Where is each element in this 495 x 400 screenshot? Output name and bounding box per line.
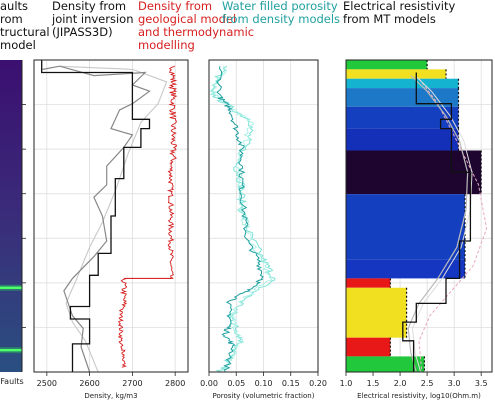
resistivity-title: Electrical resistivity from MT models (343, 0, 456, 26)
porosity-panel: 0.00 0.05 0.10 0.15 0.20 Porosity (volumetric… (200, 59, 327, 400)
density-xtick-label-2: 2700 (122, 379, 142, 388)
density-xtick-label-0: 2500 (37, 379, 57, 388)
resistivity-xtick-label-1: 1.5 (367, 379, 380, 388)
porosity-xtick-label-1: 0.05 (227, 379, 245, 388)
density-geological-model-line (117, 65, 178, 368)
density-xlabel: Density, kg/m3 (84, 392, 137, 400)
resistivity-layer-0 (346, 60, 428, 70)
resistivity-layer-2 (346, 78, 459, 89)
porosity-variant-line-2 (211, 66, 273, 373)
resistivity-layer-7 (346, 194, 465, 260)
faults-xlabel: Faults (0, 377, 23, 386)
density-joint-variant-2-line (59, 65, 168, 373)
porosity-xtick-label-0: 0.00 (200, 379, 218, 388)
resistivity-profile-dashed (418, 78, 488, 373)
faults-panel: Faults (0, 60, 26, 386)
resistivity-xtick-label-2: 2.0 (394, 379, 407, 388)
density-frame (33, 59, 189, 373)
density-xtick-label-3: 2800 (165, 379, 185, 388)
resistivity-layer-11 (346, 337, 391, 357)
resistivity-layer-8 (346, 259, 465, 279)
density-joint-title: Density from joint inversion (JIPASS3D) (52, 0, 134, 39)
resistivity-layer-3 (346, 88, 459, 107)
density-joint-inversion-line (41, 60, 151, 372)
resistivity-layer-5 (346, 128, 459, 151)
fault-band-0 (0, 286, 22, 289)
resistivity-layer-4 (346, 106, 459, 129)
resistivity-xtick-label-4: 3.0 (448, 379, 461, 388)
porosity-xtick-label-3: 0.15 (282, 379, 300, 388)
resistivity-layer-1 (346, 69, 447, 79)
porosity-xtick-label-4: 0.20 (309, 379, 327, 388)
resistivity-xtick-label-0: 1.0 (340, 379, 353, 388)
resistivity-layer-9 (346, 278, 391, 288)
density-xtick-label-1: 2600 (79, 379, 99, 388)
faults-panel-title: aults rom tructural model (0, 0, 50, 52)
resistivity-layer-12 (346, 356, 425, 372)
density-geo-title: Density from geological model and thermo… (138, 0, 255, 52)
porosity-title: Water filled porosity from density model… (222, 0, 341, 26)
porosity-variant-line (209, 65, 276, 373)
porosity-xtick-label-2: 0.10 (255, 379, 273, 388)
porosity-line (216, 66, 264, 373)
resistivity-layer-10 (346, 287, 407, 338)
resistivity-xtick-label-3: 2.5 (421, 379, 434, 388)
porosity-xlabel: Porosity (volumetric fraction) (213, 392, 315, 400)
resistivity-profile-gray-2 (411, 75, 473, 373)
resistivity-xtick-label-5: 3.5 (475, 379, 488, 388)
resistivity-profile-gray (407, 75, 469, 373)
resistivity-profile-black (402, 72, 472, 372)
density-panel: 2500 2600 2700 2800 Density, kg/m3 (33, 59, 189, 400)
fault-band-1 (0, 348, 22, 352)
resistivity-frame (345, 59, 493, 373)
resistivity-xlabel: Electrical resistivity, log10(Ohm.m) (357, 392, 481, 400)
faults-column (0, 60, 22, 372)
density-joint-variant-1-line (42, 65, 151, 373)
resistivity-panel: 1.0 1.5 2.0 2.5 3.0 3.5 Electrical resistivity… (340, 59, 493, 400)
porosity-frame (208, 59, 319, 373)
